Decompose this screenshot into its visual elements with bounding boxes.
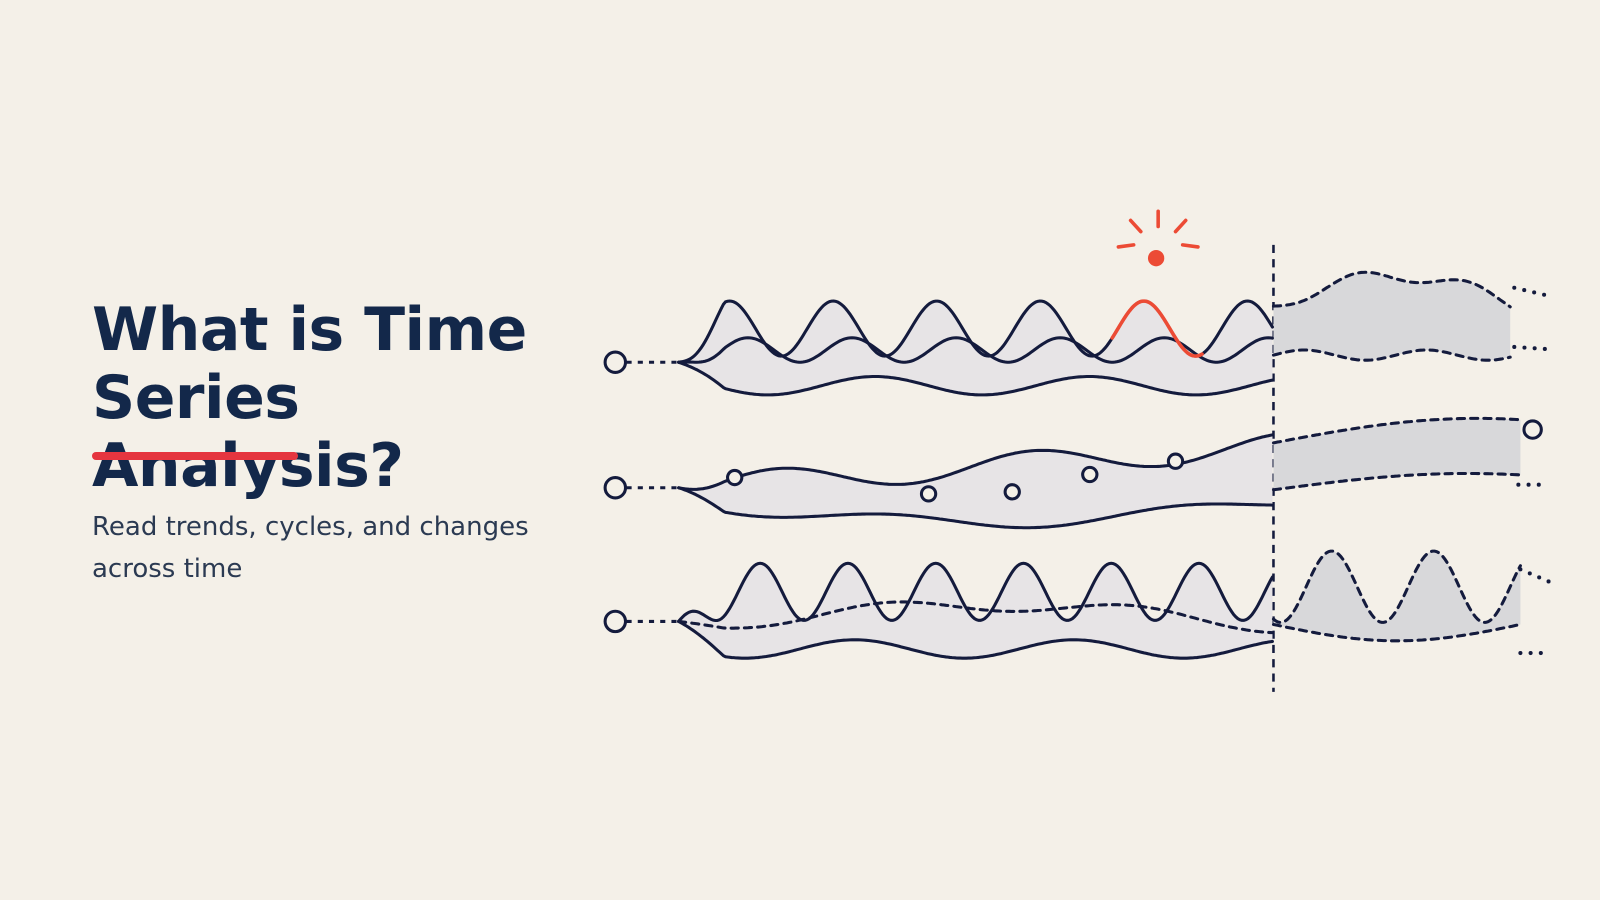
forecast-line [1271,416,1522,445]
anomaly-dot [1147,250,1165,267]
forecast-band [1273,418,1521,490]
title: What is Time Series Analysis? [92,295,527,501]
sample-point [919,485,938,503]
series-line [677,486,1274,530]
series-line [677,360,1274,397]
trail-dots [1512,344,1547,352]
forecast-line [1271,622,1522,643]
forecast-line [1271,471,1522,492]
sample-point [1166,452,1185,470]
trail-dots [1512,285,1552,298]
end-node [1522,419,1543,440]
anomaly-ray [1173,218,1188,234]
start-node [603,350,628,374]
series-line [677,336,1274,364]
forecast-band [1273,551,1521,641]
anomaly-ray [1180,243,1200,249]
anomaly-line [1110,299,1204,358]
forecast-line [1271,348,1512,362]
sample-point [726,468,744,487]
forecast-line [1271,549,1522,624]
sample-point [1081,465,1099,484]
series-line [677,619,1274,660]
anomaly-ray [1128,218,1143,234]
start-node [603,476,628,500]
start-node [603,609,628,634]
sample-point [1003,483,1021,501]
anomaly-ray [1116,243,1136,249]
series-line [677,561,1274,623]
forecast-band [1273,272,1511,361]
band [678,434,1273,528]
forecast-line [1271,270,1512,309]
trail-dots [1518,567,1552,584]
trend-line [677,600,1274,635]
band [678,563,1273,659]
accent-rule [92,452,298,460]
subtitle: Read trends, cycles, and changes across … [92,512,529,584]
